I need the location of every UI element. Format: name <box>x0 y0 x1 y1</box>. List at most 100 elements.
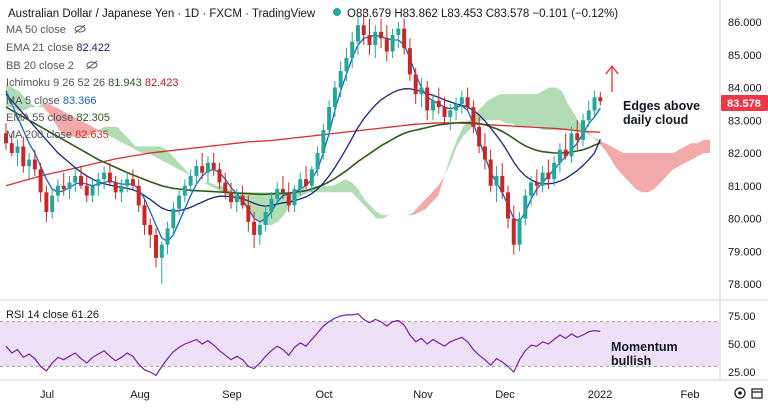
candle-body <box>4 133 8 144</box>
time-tick-label: Dec <box>495 389 515 401</box>
legend-value: 81.943 <box>108 77 145 89</box>
price-tick-label: 80.000 <box>728 214 762 226</box>
legend-value: 82.635 <box>75 129 109 141</box>
candle-body <box>471 107 476 127</box>
cloud-segment-bullish <box>444 87 599 176</box>
candle-body <box>165 228 170 245</box>
candle-body <box>442 107 447 117</box>
candle-body <box>280 189 285 193</box>
candle-body <box>113 182 118 193</box>
rsi-annotation-line-1: Momentum <box>611 340 678 354</box>
candle-body <box>529 182 534 196</box>
legend-row: Ichimoku 9 26 52 26 81.943 82.423 <box>6 77 178 89</box>
candle-body <box>482 146 487 160</box>
candle-body <box>367 35 372 45</box>
candle-body <box>338 71 343 88</box>
legend-row: MA 200 close 82.635 <box>6 129 109 141</box>
candle-body <box>379 31 384 39</box>
candle-body <box>171 208 176 229</box>
candle-body <box>534 182 539 186</box>
rsi-band-layer <box>0 321 720 367</box>
candle-body <box>557 149 562 163</box>
legend-value-2: 82.423 <box>145 77 179 89</box>
legend-value: 82.305 <box>76 112 110 124</box>
legend-label: Ichimoku 9 26 52 26 <box>6 77 108 89</box>
candle-body <box>327 107 332 131</box>
legend-row: EMA 55 close 82.305 <box>6 112 110 124</box>
main-annotation: Edges above daily cloud <box>623 99 704 127</box>
time-axis[interactable]: Jul Aug Sep Oct Nov Dec 2022 Feb <box>40 389 700 401</box>
candle-body <box>396 28 401 36</box>
candle-body <box>546 172 551 180</box>
candle-body <box>384 38 389 52</box>
price-badge-value: 83.578 <box>727 98 761 110</box>
price-tick-label: 82.000 <box>728 148 762 160</box>
eye-slash-icon <box>74 24 86 34</box>
candle-body <box>586 110 591 121</box>
time-tick-label: Nov <box>413 389 433 401</box>
chart-title: Australian Dollar / Japanese Yen · 1D · … <box>8 8 316 20</box>
rsi-band <box>0 321 720 367</box>
legend-value: 82.422 <box>76 42 110 54</box>
calendar-icon[interactable] <box>751 388 763 399</box>
candle-body <box>344 58 349 72</box>
eye-slash <box>74 24 86 34</box>
candle-body <box>136 185 141 206</box>
indicator-legend[interactable]: MA 50 close EMA 21 close 82.422 BB 20 cl… <box>6 24 178 141</box>
candle-body <box>38 169 43 193</box>
candle-body <box>292 189 297 206</box>
price-tick-label: 81.000 <box>728 181 762 193</box>
candle-body <box>298 179 303 190</box>
candle-body <box>107 172 112 183</box>
rsi-annotation: Momentum bullish <box>611 340 681 368</box>
series-line-ma-200-close <box>5 122 601 187</box>
candle-body <box>50 195 55 212</box>
candle-body <box>355 25 360 42</box>
candle-body <box>402 28 407 49</box>
candle-body <box>154 234 159 258</box>
candle-body <box>200 166 205 173</box>
candle-body <box>419 87 424 95</box>
eye-outline <box>86 61 98 69</box>
price-tick-label: 84.000 <box>728 83 762 95</box>
rsi-line <box>5 313 601 377</box>
candle-body <box>315 153 320 170</box>
candle-body <box>90 185 95 196</box>
eye-slash-icon <box>86 60 98 70</box>
candle-layer[interactable] <box>4 8 603 284</box>
candle-body <box>102 172 107 180</box>
cloud-segment-bullish <box>98 126 414 226</box>
candle-body <box>217 169 222 183</box>
cloud-segment-bearish <box>598 139 710 193</box>
candle-body <box>234 195 239 203</box>
candle-body <box>350 41 355 59</box>
legend-row: EMA 21 close 82.422 <box>6 42 110 54</box>
candle-body <box>592 97 597 111</box>
legend-row: MA 50 close <box>6 24 66 36</box>
candle-body <box>257 225 262 235</box>
candle-body <box>21 146 26 167</box>
price-tick-label: 85.000 <box>728 50 762 62</box>
candle-body <box>252 221 257 235</box>
time-tick-label: Jul <box>40 389 54 401</box>
price-axis[interactable]: 86.000 85.000 84.000 83.000 82.000 81.000 80.0… <box>728 17 762 379</box>
candle-body <box>246 205 251 222</box>
legend-label: MA 200 close <box>6 129 75 141</box>
candle-body <box>67 182 72 190</box>
candle-body <box>413 74 418 95</box>
candle-body <box>159 244 164 258</box>
candle-body <box>188 175 193 186</box>
rsi-tick-label: 50.00 <box>728 339 756 351</box>
eye-slash <box>86 60 98 70</box>
time-tick-label: 2022 <box>588 389 612 401</box>
candle-body <box>361 25 366 36</box>
rsi-annotation-line-2: bullish <box>611 354 651 368</box>
candle-body <box>61 185 66 190</box>
gear-icon[interactable] <box>734 387 746 399</box>
candle-body <box>15 146 20 153</box>
candle-body <box>44 192 49 212</box>
price-tick-label: 78.000 <box>728 279 762 291</box>
price-tick-label: 79.000 <box>728 246 762 258</box>
cloud-segment-bearish <box>43 103 99 137</box>
candle-body <box>73 175 78 183</box>
